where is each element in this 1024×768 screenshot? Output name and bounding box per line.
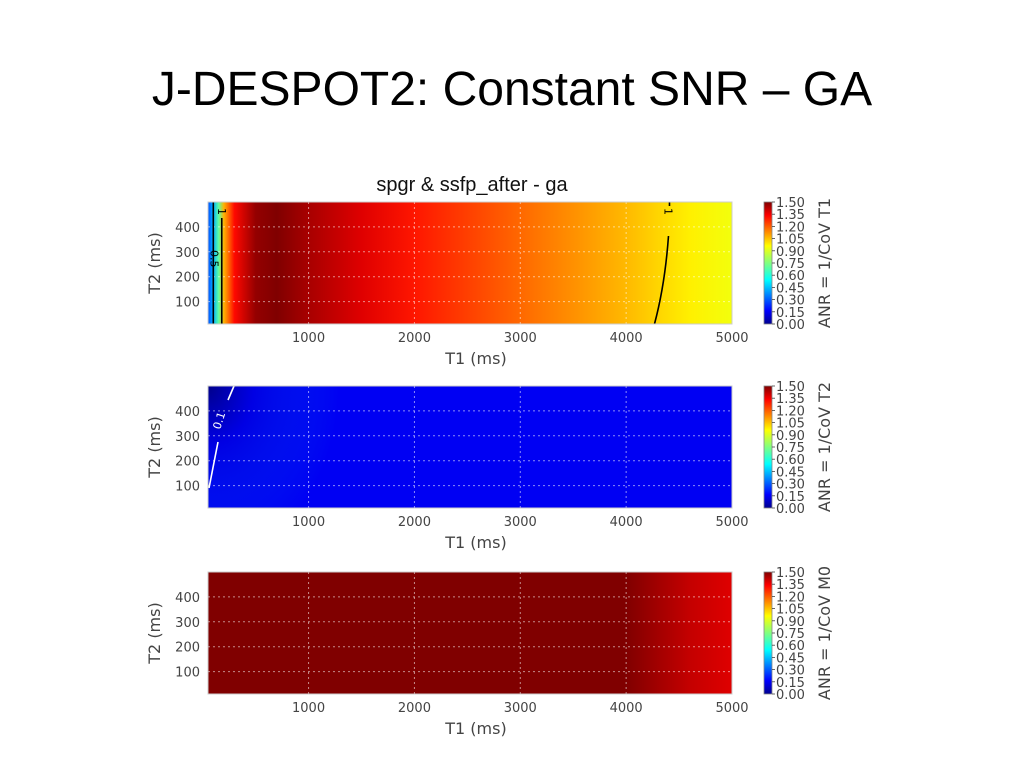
contour-line — [227, 385, 235, 401]
colorbar-tick-label: 0.30 — [776, 664, 805, 679]
x-tick-label: 3000 — [504, 701, 537, 716]
x-axis-label: T1 (ms) — [444, 349, 506, 368]
x-tick-label: 3000 — [504, 331, 537, 346]
heatmap-image — [208, 572, 732, 694]
contour-line — [653, 235, 670, 325]
y-tick-label: 100 — [175, 296, 200, 311]
x-tick-label: 5000 — [715, 515, 748, 530]
colorbar — [763, 571, 773, 695]
y-tick-label: 300 — [175, 616, 200, 631]
colorbar-tick-label: 0.45 — [776, 281, 805, 296]
contour-label: 0.1 — [210, 410, 228, 431]
colorbar-tick-label: 1.20 — [776, 220, 805, 235]
x-tick-label: 2000 — [398, 701, 431, 716]
colorbar-label: ANR = 1/CoV T2 — [815, 382, 834, 512]
y-axis-label: T2 (ms) — [145, 232, 164, 294]
colorbar-label: ANR = 1/CoV M0 — [815, 566, 834, 700]
plot-frame — [207, 385, 733, 509]
colorbar-tick-label: 0.90 — [776, 429, 805, 444]
contour-label: 0.5 — [207, 250, 220, 268]
y-tick-label: 400 — [175, 221, 200, 236]
y-axis-label: T2 (ms) — [145, 416, 164, 478]
x-tick-label: 4000 — [610, 331, 643, 346]
colorbar-tick-label: 0.30 — [776, 478, 805, 493]
x-tick-label: 1000 — [292, 331, 325, 346]
contour-label: 1 — [661, 208, 674, 215]
colorbar-label: ANR = 1/CoV T1 — [815, 198, 834, 328]
x-tick-label: 5000 — [715, 701, 748, 716]
heatmap-panel-t2: 0.1 1000 2000 3000 4000 5000 100 200 300 400 T1 (m… — [145, 380, 834, 552]
heatmap-dark-corner — [208, 386, 732, 508]
colorbar-tick-label: 1.20 — [776, 404, 805, 419]
colorbar-tick-label: 0.60 — [776, 269, 805, 284]
x-tick-label: 4000 — [610, 701, 643, 716]
colorbar-tick-label: 1.05 — [776, 417, 805, 432]
colorbar-tick-label: 0.45 — [776, 651, 805, 666]
colorbar-tick-label: 0.15 — [776, 490, 805, 505]
heatmap-panel-t1: 0.5 1 1 1000 2000 3000 4000 5000 100 200 300 400 T1 … — [145, 196, 834, 368]
contour-line — [208, 441, 219, 489]
y-axis-label: T2 (ms) — [145, 602, 164, 664]
colorbar-tick-label: 1.50 — [776, 196, 805, 211]
y-tick-label: 200 — [175, 271, 200, 286]
y-tick-label: 300 — [175, 246, 200, 261]
colorbar-tick-label: 1.20 — [776, 590, 805, 605]
x-axis-label: T1 (ms) — [444, 533, 506, 552]
colorbar-tick-label: 0.30 — [776, 294, 805, 309]
x-tick-label: 1000 — [292, 515, 325, 530]
y-tick-label: 200 — [175, 455, 200, 470]
heatmap-image — [208, 202, 732, 324]
x-tick-label: 2000 — [398, 331, 431, 346]
x-tick-label: 1000 — [292, 701, 325, 716]
figure-title: spgr & ssfp_after - ga — [376, 174, 568, 196]
colorbar-tick-label: 0.15 — [776, 306, 805, 321]
x-axis-label: T1 (ms) — [444, 719, 506, 738]
x-tick-label: 4000 — [610, 515, 643, 530]
colorbar — [763, 201, 773, 325]
heatmap-panel-m0: 1000 2000 3000 4000 5000 100 200 300 400 T1 (ms) T… — [145, 566, 834, 738]
colorbar-tick-label: 1.35 — [776, 578, 805, 593]
colorbar-tick-label: 1.35 — [776, 208, 805, 223]
x-tick-label: 3000 — [504, 515, 537, 530]
colorbar-tick-label: 1.35 — [776, 392, 805, 407]
colorbar — [763, 385, 773, 509]
plot-frame — [207, 201, 733, 325]
colorbar-tick-label: 0.60 — [776, 639, 805, 654]
colorbar-tick-label: 0.90 — [776, 245, 805, 260]
colorbar-tick-label: 0.45 — [776, 465, 805, 480]
colorbar-tick-label: 0.00 — [776, 502, 805, 517]
colorbar-tick-label: 0.00 — [776, 318, 805, 333]
slide-title: J-DESPOT2: Constant SNR – GA — [151, 63, 873, 116]
contour-label: 1 — [215, 208, 228, 215]
y-tick-label: 100 — [175, 480, 200, 495]
colorbar-tick-label: 0.75 — [776, 257, 805, 272]
colorbar-tick-label: 0.90 — [776, 615, 805, 630]
colorbar-tick-label: 1.05 — [776, 603, 805, 618]
colorbar-tick-label: 0.75 — [776, 627, 805, 642]
colorbar-tick-label: 0.75 — [776, 441, 805, 456]
colorbar-tick-label: 1.05 — [776, 233, 805, 248]
colorbar-tick-label: 1.50 — [776, 566, 805, 581]
colorbar-tick-label: 0.15 — [776, 676, 805, 691]
colorbar-tick-label: 1.50 — [776, 380, 805, 395]
plot-frame — [207, 571, 733, 695]
y-tick-label: 300 — [175, 430, 200, 445]
y-tick-label: 100 — [175, 666, 200, 681]
x-tick-label: 5000 — [715, 331, 748, 346]
colorbar-tick-label: 0.60 — [776, 453, 805, 468]
y-tick-label: 400 — [175, 591, 200, 606]
y-tick-label: 200 — [175, 641, 200, 656]
y-tick-label: 400 — [175, 405, 200, 420]
colorbar-tick-label: 0.00 — [776, 688, 805, 703]
x-tick-label: 2000 — [398, 515, 431, 530]
